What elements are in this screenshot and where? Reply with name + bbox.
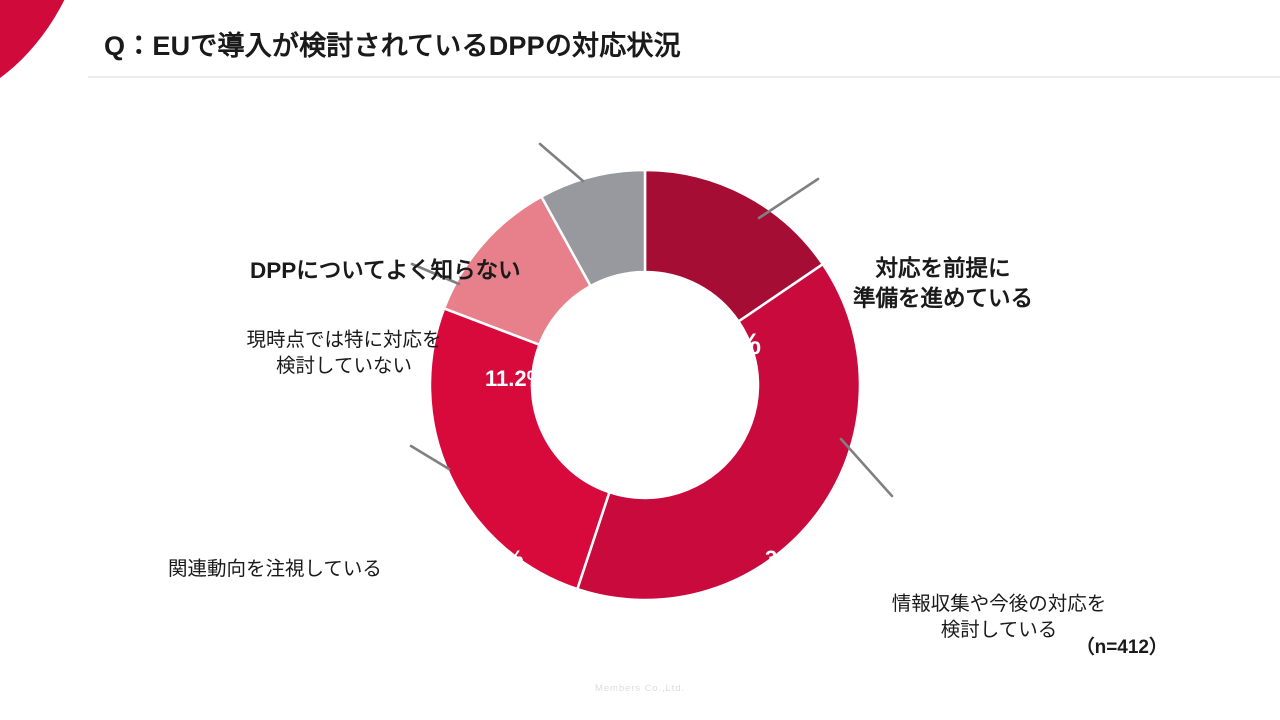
leader-line-watching bbox=[409, 444, 451, 471]
sample-size-note: （n=412） bbox=[1075, 637, 1168, 658]
donut-slice-unaware[interactable] bbox=[539, 168, 647, 288]
slice-label-watching-trends: 関連動向を注視している bbox=[168, 558, 382, 580]
donut-chart-svg bbox=[409, 142, 894, 602]
slice-label-no-action: 現時点では特に対応を 検討していない bbox=[246, 329, 442, 377]
donut-slice-prepare[interactable] bbox=[643, 168, 825, 324]
footer-credit: Members Co.,Ltd. bbox=[595, 683, 685, 694]
slice-label-prepare: 対応を前提に 準備を進めている bbox=[852, 256, 1033, 311]
slice-label-gathering-info: 情報収集や今後の対応を 検討している bbox=[891, 593, 1107, 641]
slice-value-unaware: 8.0% bbox=[574, 317, 620, 339]
slice-value-gathering-info: 39.6% bbox=[765, 546, 828, 571]
slice-value-no-action: 11.2% bbox=[485, 366, 547, 391]
page-title: Q：EUで導入が検討されているDPPの対応状況 bbox=[104, 31, 681, 61]
donut-slice-gathering-info[interactable] bbox=[575, 262, 862, 602]
header-divider bbox=[88, 76, 1280, 78]
leader-lines bbox=[409, 142, 894, 498]
donut-chart: 15.5% 39.6% 25.7% 11.2% 8.0% DPPについてよく知ら… bbox=[0, 96, 1280, 656]
slice-value-prepare: 15.5% bbox=[676, 328, 762, 361]
leader-line-prepare bbox=[757, 177, 820, 220]
donut-slice-watching-trends[interactable] bbox=[428, 306, 611, 591]
leader-line-unaware bbox=[538, 142, 585, 183]
donut-slices bbox=[428, 168, 862, 602]
leader-line-no-action bbox=[410, 262, 461, 286]
leader-line-gathering bbox=[839, 437, 894, 498]
slice-value-watching-trends: 25.7% bbox=[461, 546, 524, 571]
slice-label-unaware: DPPについてよく知らない bbox=[250, 258, 521, 283]
